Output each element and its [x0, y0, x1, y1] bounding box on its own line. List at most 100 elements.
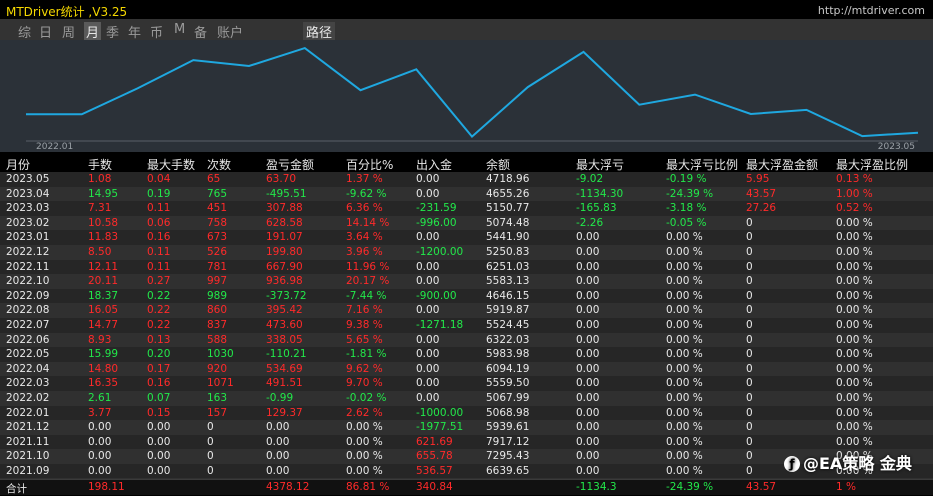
cell-0: 2023.03 — [6, 202, 50, 215]
tab-0[interactable]: 综 — [18, 26, 32, 41]
column-header-0[interactable]: 月份 — [6, 158, 31, 172]
table-row[interactable]: 2022.04 14.80 0.17 920 534.69 9.62 % 0.00 6094.… — [0, 361, 933, 377]
cell-0: 2022.03 — [6, 377, 50, 390]
cell-10: 27.26 — [746, 202, 777, 215]
cell-11: 0.52 % — [836, 202, 873, 215]
cell-4: 473.60 — [266, 318, 303, 331]
cell-1: 14.77 — [88, 318, 119, 331]
tab-6[interactable]: 币 — [150, 26, 164, 41]
column-header-1[interactable]: 手数 — [88, 158, 113, 172]
cell-11: 0.00 % — [836, 435, 873, 448]
cell-5: 2.62 % — [346, 406, 383, 419]
cell-6: 0.00 — [416, 391, 440, 404]
cell-4: 936.98 — [266, 275, 303, 288]
table-row[interactable]: 2023.02 10.58 0.06 758 628.58 14.14 % -996.00 5… — [0, 215, 933, 231]
cell-0: 2022.05 — [6, 348, 50, 361]
column-header-6[interactable]: 出入金 — [416, 158, 453, 172]
path-button[interactable]: 路径 — [303, 22, 336, 41]
table-row[interactable]: 2023.04 14.95 0.19 765 -495.51 -9.62 % 0.00 465… — [0, 186, 933, 202]
table-row[interactable]: 2022.11 12.11 0.11 781 667.90 11.96 % 0.00 6251… — [0, 259, 933, 275]
cell-7: 5067.99 — [486, 391, 530, 404]
table-row[interactable]: 2021.10 0.00 0.00 0 0.00 0.00 % 655.78 7295.43 0… — [0, 449, 933, 464]
column-header-11[interactable]: 最大浮盈比例 — [836, 158, 909, 172]
column-header-8[interactable]: 最大浮亏 — [576, 158, 625, 172]
cell-6: 0.00 — [416, 187, 440, 200]
column-header-9[interactable]: 最大浮亏比例 — [666, 158, 739, 172]
table-row[interactable]: 2022.08 16.05 0.22 860 395.42 7.16 % 0.00 5919.… — [0, 303, 933, 318]
cell-2: 0.22 — [147, 304, 171, 317]
cell-9: 0.00 % — [666, 391, 703, 404]
table-row[interactable]: 2022.12 8.50 0.11 526 199.80 3.96 % -1200.00 52… — [0, 244, 933, 260]
cell-5: -9.62 % — [346, 187, 387, 200]
tab-5[interactable]: 年 — [128, 26, 142, 41]
cell-1: 14.95 — [88, 187, 119, 200]
cell-5: 9.38 % — [346, 318, 383, 331]
column-header-5[interactable]: 百分比% — [346, 158, 394, 172]
cell-9: 0.00 % — [666, 435, 703, 448]
cell-3: 526 — [207, 245, 228, 258]
cell-3: 157 — [207, 406, 228, 419]
table-row[interactable]: 2022.06 8.93 0.13 588 338.05 5.65 % 0.00 6322.0… — [0, 332, 933, 348]
cell-1: 8.50 — [88, 245, 112, 258]
tab-1[interactable]: 日 — [39, 26, 53, 41]
cell-0: 2023.04 — [6, 187, 50, 200]
cell-5: -0.02 % — [346, 391, 387, 404]
column-header-3[interactable]: 次数 — [207, 158, 232, 172]
table-row[interactable]: 2021.12 0.00 0.00 0 0.00 0.00 % -1977.51 5939.6… — [0, 420, 933, 435]
cell-9: 0.00 % — [666, 318, 703, 331]
cell-1: 7.31 — [88, 202, 112, 215]
cell-9: 0.00 % — [666, 377, 703, 390]
cell-4: -495.51 — [266, 187, 307, 200]
column-header-10[interactable]: 最大浮盈金额 — [746, 158, 819, 172]
cell-11: 0.00 % — [836, 231, 873, 244]
site-link[interactable]: http://mtdriver.com — [817, 4, 925, 17]
cell-11: 0.00 % — [836, 362, 873, 375]
column-header-7[interactable]: 余额 — [486, 158, 511, 172]
cell-3: 781 — [207, 260, 228, 273]
tab-9[interactable]: 账户 — [217, 26, 244, 41]
table-row[interactable]: 2022.02 2.61 0.07 163 -0.99 -0.02 % 0.00 5067.9… — [0, 390, 933, 406]
cell-6: 0.00 — [416, 173, 440, 185]
table-row[interactable]: 2023.03 7.31 0.11 451 307.88 6.36 % -231.59 515… — [0, 201, 933, 216]
column-header-4[interactable]: 盈亏金额 — [266, 158, 315, 172]
tab-8[interactable]: 备 — [194, 26, 208, 41]
cell-6: -231.59 — [416, 202, 457, 215]
table-row[interactable]: 2022.07 14.77 0.22 837 473.60 9.38 % -1271.18 5… — [0, 317, 933, 333]
cell-5: 0.00 % — [346, 435, 383, 448]
column-header-2[interactable]: 最大手数 — [147, 158, 196, 172]
cell-9: -0.05 % — [666, 216, 707, 229]
table-row[interactable]: 2022.01 3.77 0.15 157 129.37 2.62 % -1000.00 50… — [0, 405, 933, 421]
cell-0: 2021.11 — [6, 435, 50, 448]
cell-8: 0.00 — [576, 231, 600, 244]
cell-6: 0.00 — [416, 260, 440, 273]
cell-5: 6.36 % — [346, 202, 383, 215]
cell-10: 0 — [746, 275, 753, 288]
table-row[interactable]: 2023.05 1.08 0.04 65 63.70 1.37 % 0.00 4718.96 -… — [0, 172, 933, 187]
table-row[interactable]: 2022.10 20.11 0.27 997 936.98 20.17 % 0.00 5583… — [0, 274, 933, 289]
cell-3: 588 — [207, 333, 228, 346]
total-cell-5: 86.81 % — [346, 481, 390, 493]
table-row[interactable]: 2023.01 11.83 0.16 673 191.07 3.64 % 0.00 5441.… — [0, 230, 933, 245]
table-row[interactable]: 2022.05 15.99 0.20 1030 -110.21 -1.81 % 0.00 59… — [0, 347, 933, 362]
tab-7[interactable]: M — [174, 22, 186, 37]
cell-7: 7295.43 — [486, 450, 530, 463]
cell-3: 997 — [207, 275, 228, 288]
table-row[interactable]: 2021.11 0.00 0.00 0 0.00 0.00 % 621.69 7917.12 0… — [0, 434, 933, 450]
cell-2: 0.11 — [147, 202, 171, 215]
cell-10: 0 — [746, 464, 753, 477]
cell-10: 0 — [746, 318, 753, 331]
cell-1: 0.00 — [88, 421, 112, 434]
cell-2: 0.19 — [147, 187, 171, 200]
cell-9: 0.00 % — [666, 348, 703, 361]
tab-3[interactable]: 月 — [84, 22, 102, 41]
cell-0: 2022.10 — [6, 275, 50, 288]
cell-11: 0.00 % — [836, 464, 873, 477]
tab-2[interactable]: 周 — [62, 26, 76, 41]
table-row[interactable]: 2021.09 0.00 0.00 0 0.00 0.00 % 536.57 6639.65 0… — [0, 463, 933, 479]
cell-9: -0.19 % — [666, 173, 707, 185]
cell-5: -1.81 % — [346, 348, 387, 361]
tab-4[interactable]: 季 — [106, 26, 120, 41]
table-row[interactable]: 2022.03 16.35 0.16 1071 491.51 9.70 % 0.00 5559… — [0, 376, 933, 391]
cell-7: 5919.87 — [486, 304, 530, 317]
table-row[interactable]: 2022.09 18.37 0.22 989 -373.72 -7.44 % -900.00… — [0, 288, 933, 304]
